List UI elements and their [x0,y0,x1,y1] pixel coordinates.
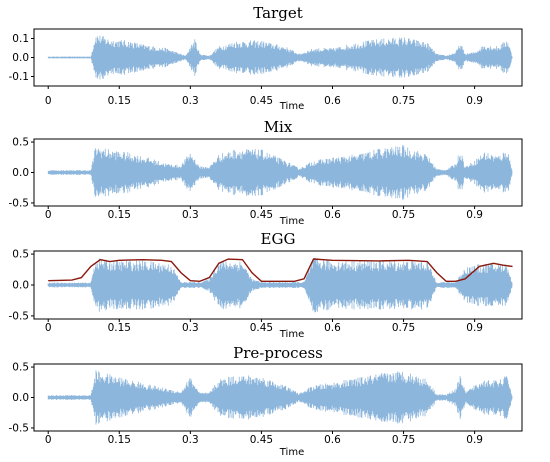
panel-4: Pre-process 0 0.15 0.3 0.45 0.6 0.75 0.9 Time 0.5… [9,344,523,458]
x-tick-label: 0.6 [324,209,341,221]
x-tick-label: 0.6 [324,95,341,107]
waveform-series [47,257,513,313]
x-tick-label: 0.75 [392,209,415,221]
x-tick-label: 0 [45,322,52,334]
x-tick-label: 0 [45,95,52,107]
x-tick-label: 0.75 [392,322,415,334]
x-tick-label: 0 [45,434,52,446]
panel-3: EGG 0 0.15 0.3 0.45 0.6 0.75 0.9 Time 0.5 0.0 -0.5 [9,230,523,340]
y-tick-label: 0.0 [12,280,29,292]
x-tick-label: 0.15 [108,322,131,334]
x-axis-label: Time [279,329,304,340]
panel-title: Pre-process [233,344,323,362]
x-tick-label: 0.15 [108,95,131,107]
panel-title: Target [253,4,302,22]
x-axis-label: Time [279,216,304,227]
y-tick-label: -0.5 [9,197,30,209]
waveform-series [47,145,513,200]
x-tick-label: 0.9 [466,95,483,107]
y-tick-label: -0.1 [9,71,30,83]
x-tick-label: 0.15 [108,434,131,446]
panel-title: Mix [264,118,293,136]
y-tick-label: 0.0 [12,52,29,64]
waveform-series [47,370,513,425]
x-axis-label: Time [279,101,304,112]
y-tick-label: -0.5 [9,422,30,434]
x-tick-label: 0.3 [182,95,199,107]
x-tick-label: 0.45 [250,209,273,221]
y-tick-label: 0.5 [12,249,29,261]
panel-title: EGG [261,230,296,248]
x-axis-label: Time [279,447,304,458]
x-tick-label: 0.15 [108,209,131,221]
x-tick-label: 0.3 [182,209,199,221]
y-tick-label: 0.5 [12,362,29,374]
y-tick-label: 0.1 [12,33,29,45]
x-tick-label: 0.45 [250,434,273,446]
x-tick-label: 0.9 [466,322,483,334]
x-tick-label: 0.45 [250,322,273,334]
y-tick-label: -0.5 [9,310,30,322]
panel-2: Mix 0 0.15 0.3 0.45 0.6 0.75 0.9 Time 0.5 0.0 -0.5 [9,118,523,227]
x-tick-label: 0.6 [324,434,341,446]
x-tick-label: 0.6 [324,322,341,334]
x-tick-label: 0.9 [466,434,483,446]
egg-envelope-curve [48,258,513,282]
waveform-series [47,35,513,80]
x-tick-label: 0.75 [392,434,415,446]
y-tick-label: 0.0 [12,167,29,179]
y-tick-label: 0.5 [12,137,29,149]
x-tick-label: 0.3 [182,322,199,334]
x-tick-label: 0.45 [250,95,273,107]
panel-1: Target 0 0.15 0.3 0.45 0.6 0.75 0.9 Time 0.1 0.0 -0… [9,4,523,112]
y-tick-label: 0.0 [12,392,29,404]
x-tick-label: 0 [45,209,52,221]
x-tick-label: 0.3 [182,434,199,446]
x-tick-label: 0.75 [392,95,415,107]
x-tick-label: 0.9 [466,209,483,221]
